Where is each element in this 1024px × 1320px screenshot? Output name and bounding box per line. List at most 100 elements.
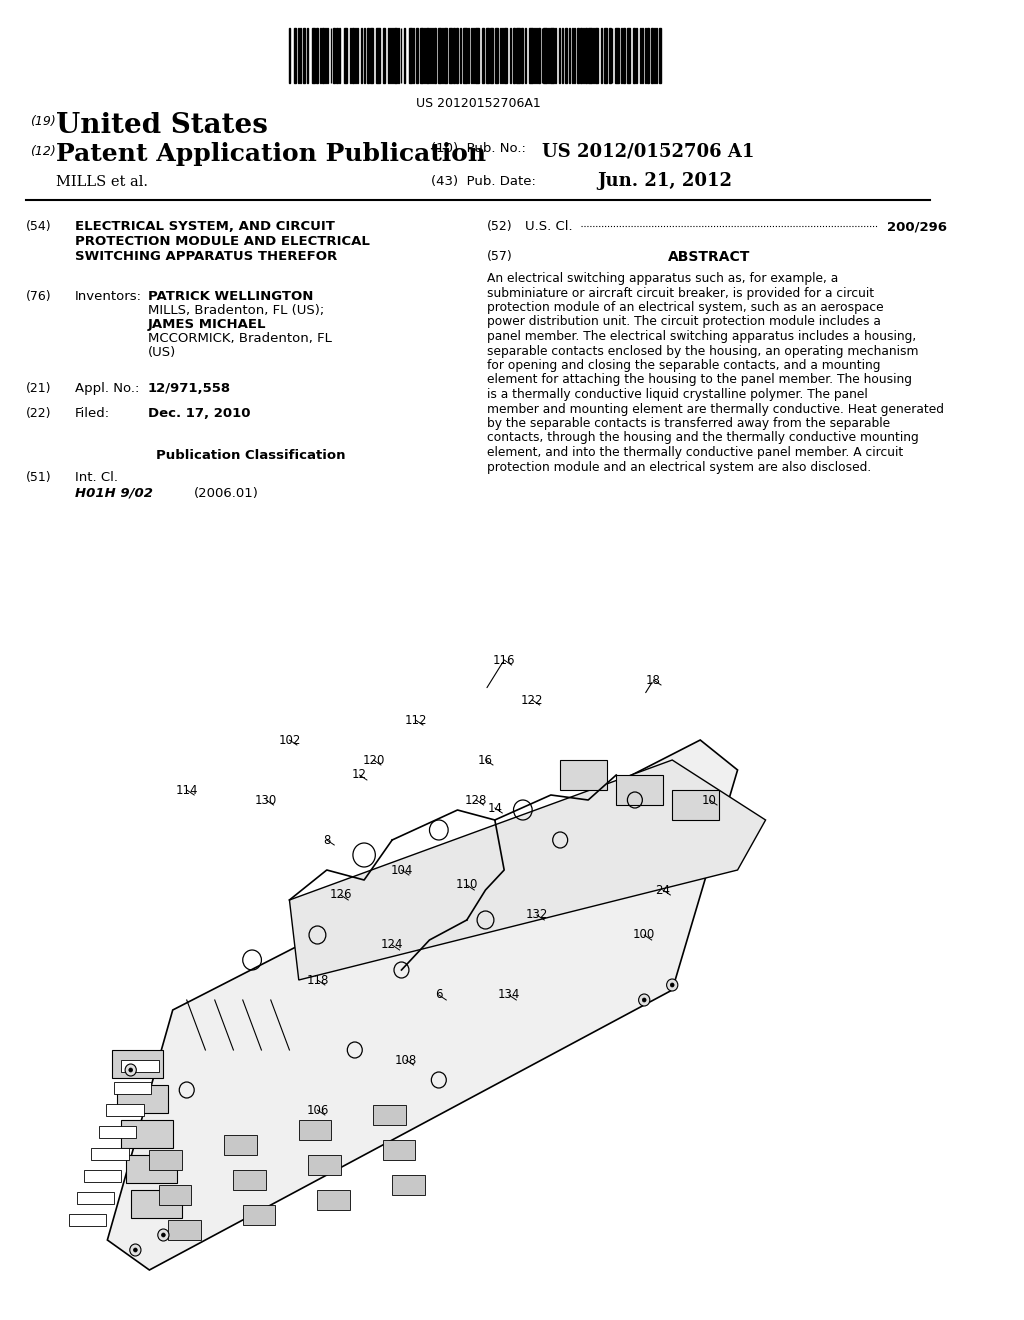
Bar (604, 28, 607, 83)
Text: 122: 122 (521, 693, 544, 706)
Text: (2006.01): (2006.01) (195, 487, 259, 500)
Bar (672, 789, 719, 820)
Bar (521, 28, 523, 83)
Text: 12: 12 (352, 768, 367, 781)
Text: 108: 108 (395, 1053, 417, 1067)
Text: member and mounting element are thermally conductive. Heat generated: member and mounting element are thermall… (487, 403, 944, 416)
Bar (595, 28, 598, 83)
Text: (19): (19) (30, 115, 55, 128)
Bar (475, 28, 479, 83)
Bar (486, 28, 489, 83)
Text: 16: 16 (478, 754, 493, 767)
Bar (550, 28, 554, 83)
Bar (640, 28, 641, 83)
Text: contacts, through the housing and the thermally conductive mounting: contacts, through the housing and the th… (487, 432, 920, 445)
Bar (616, 775, 663, 805)
Text: subminiature or aircraft circuit breaker, is provided for a circuit: subminiature or aircraft circuit breaker… (487, 286, 874, 300)
Bar (516, 28, 520, 83)
Text: ABSTRACT: ABSTRACT (668, 249, 750, 264)
Text: JAMES MICHAEL: JAMES MICHAEL (147, 318, 266, 331)
Bar (122, 1119, 173, 1148)
Text: (US): (US) (147, 346, 176, 359)
Bar (106, 1104, 143, 1115)
Text: MILLS et al.: MILLS et al. (56, 176, 148, 189)
Bar (114, 1082, 152, 1094)
Text: 126: 126 (330, 888, 352, 902)
Circle shape (639, 994, 650, 1006)
Circle shape (158, 1229, 169, 1241)
Text: 8: 8 (324, 833, 331, 846)
Text: 132: 132 (525, 908, 548, 921)
Bar (150, 1150, 182, 1170)
Text: 118: 118 (306, 974, 329, 986)
Bar (84, 1170, 122, 1181)
Bar (583, 28, 585, 83)
Text: 106: 106 (306, 1104, 329, 1117)
Text: (76): (76) (27, 290, 52, 304)
Bar (463, 28, 467, 83)
Circle shape (671, 983, 674, 987)
Bar (374, 1105, 407, 1125)
Bar (308, 1155, 341, 1175)
Text: Publication Classification: Publication Classification (157, 449, 346, 462)
Bar (409, 28, 412, 83)
Bar (243, 1205, 275, 1225)
Bar (344, 28, 347, 83)
Text: 24: 24 (655, 883, 671, 896)
Bar (77, 1192, 114, 1204)
Text: 200/296: 200/296 (887, 220, 947, 234)
Text: element for attaching the housing to the panel member. The housing: element for attaching the housing to the… (487, 374, 912, 387)
Bar (117, 1085, 168, 1113)
Text: 100: 100 (633, 928, 655, 941)
Bar (450, 28, 452, 83)
Bar (608, 28, 610, 83)
Text: MCCORMICK, Bradenton, FL: MCCORMICK, Bradenton, FL (147, 333, 332, 345)
Bar (577, 28, 579, 83)
Text: 134: 134 (498, 989, 520, 1002)
Text: (12): (12) (30, 145, 55, 158)
Bar (633, 28, 635, 83)
Bar (126, 1155, 177, 1183)
Text: 130: 130 (255, 793, 278, 807)
Bar (420, 28, 423, 83)
Text: 18: 18 (646, 673, 660, 686)
Bar (112, 1049, 164, 1078)
Bar (333, 28, 335, 83)
Bar (565, 28, 566, 83)
Text: 128: 128 (465, 793, 487, 807)
Text: (52): (52) (487, 220, 513, 234)
Bar (317, 1191, 350, 1210)
Bar (650, 28, 652, 83)
Bar (586, 28, 587, 83)
Text: Jun. 21, 2012: Jun. 21, 2012 (598, 172, 732, 190)
Text: MILLS, Bradenton, FL (US);: MILLS, Bradenton, FL (US); (147, 304, 324, 317)
Text: Dec. 17, 2010: Dec. 17, 2010 (147, 407, 250, 420)
Bar (504, 28, 507, 83)
Bar (370, 28, 374, 83)
Bar (299, 1119, 332, 1140)
Polygon shape (290, 760, 766, 979)
Circle shape (162, 1233, 165, 1237)
Text: An electrical switching apparatus such as, for example, a: An electrical switching apparatus such a… (487, 272, 839, 285)
Bar (376, 28, 380, 83)
Circle shape (133, 1247, 137, 1251)
Bar (560, 760, 607, 789)
Text: protection module and an electrical system are also disclosed.: protection module and an electrical syst… (487, 461, 871, 474)
Text: 12/971,558: 12/971,558 (147, 381, 230, 395)
Text: by the separable contacts is transferred away from the separable: by the separable contacts is transferred… (487, 417, 891, 430)
Bar (623, 28, 625, 83)
Bar (294, 28, 296, 83)
Text: is a thermally conductive liquid crystalline polymer. The panel: is a thermally conductive liquid crystal… (487, 388, 868, 401)
Bar (383, 1140, 416, 1160)
Text: (21): (21) (27, 381, 51, 395)
Bar (99, 1126, 136, 1138)
Text: 124: 124 (381, 939, 403, 952)
Bar (159, 1185, 191, 1205)
Bar (538, 28, 540, 83)
Bar (392, 1175, 425, 1195)
Bar (438, 28, 440, 83)
Bar (233, 1170, 266, 1191)
Bar (312, 28, 314, 83)
Bar (544, 28, 547, 83)
Bar (453, 28, 455, 83)
